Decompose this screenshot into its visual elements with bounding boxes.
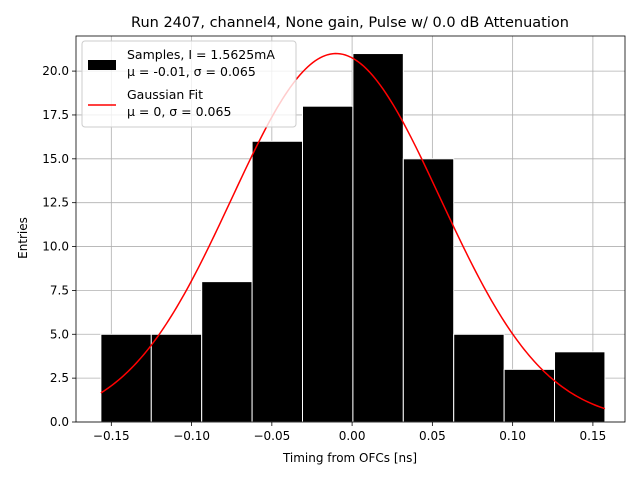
histogram-bar xyxy=(352,53,404,423)
x-tick-label: 0.05 xyxy=(419,429,446,443)
y-tick-label: 7.5 xyxy=(50,283,69,297)
y-tick-label: 5.0 xyxy=(50,327,69,341)
y-tick-label: 17.5 xyxy=(42,108,69,122)
y-tick-label: 15.0 xyxy=(42,152,69,166)
y-axis-label: Entries xyxy=(16,217,30,259)
histogram-bar xyxy=(251,140,304,423)
x-tick-label: 0.00 xyxy=(339,429,366,443)
histogram-bar xyxy=(402,158,455,423)
x-axis: −0.15 −0.10 −0.05 0.00 0.05 0.10 0.15 xyxy=(93,422,606,443)
histogram-bars xyxy=(100,53,606,423)
x-tick-label: −0.05 xyxy=(253,429,290,443)
y-axis: 0.0 2.5 5.0 7.5 10.0 12.5 15.0 17.5 20.0 xyxy=(42,64,76,429)
x-tick-label: −0.10 xyxy=(173,429,210,443)
histogram-bar xyxy=(503,368,556,423)
histogram-bar xyxy=(453,333,505,423)
x-tick-label: −0.15 xyxy=(93,429,130,443)
plot-frame xyxy=(75,35,626,423)
gaussian-fit-curve xyxy=(100,52,606,410)
histogram-bar xyxy=(302,105,354,423)
histogram-bar xyxy=(100,333,152,423)
y-tick-label: 10.0 xyxy=(42,240,69,254)
legend: Samples, I = 1.5625mA μ = -0.01, σ = 0.0… xyxy=(81,40,297,128)
legend-histogram-label: Samples, I = 1.5625mA xyxy=(127,47,275,62)
legend-fit-stats: μ = 0, σ = 0.065 xyxy=(127,104,231,119)
histogram-bar xyxy=(150,333,203,423)
legend-box xyxy=(81,40,297,128)
histogram-bar xyxy=(201,281,253,423)
legend-histogram-swatch xyxy=(88,60,116,70)
x-axis-label: Timing from OFCs [ns] xyxy=(282,451,417,465)
chart-title: Run 2407, channel4, None gain, Pulse w/ … xyxy=(131,15,569,31)
legend-histogram-stats: μ = -0.01, σ = 0.065 xyxy=(127,64,256,79)
y-tick-label: 12.5 xyxy=(42,196,69,210)
legend-fit-label: Gaussian Fit xyxy=(127,87,203,102)
y-tick-label: 2.5 xyxy=(50,371,69,385)
y-tick-label: 0.0 xyxy=(50,415,69,429)
x-tick-label: 0.10 xyxy=(499,429,526,443)
x-tick-label: 0.15 xyxy=(580,429,607,443)
y-tick-label: 20.0 xyxy=(42,64,69,78)
